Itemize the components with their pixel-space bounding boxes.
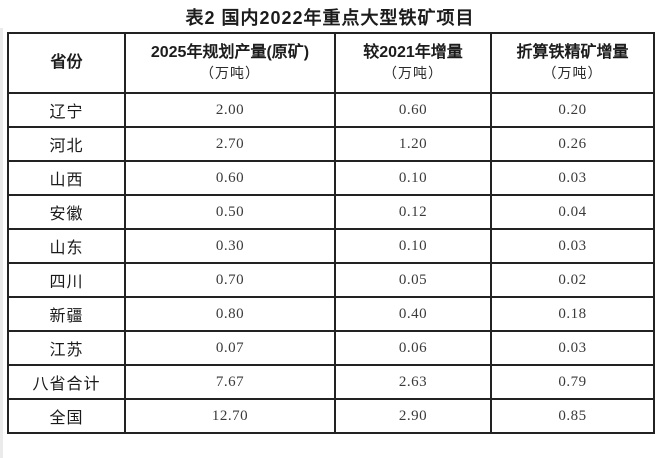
- table-body: 辽宁 2.00 0.60 0.20 河北 2.70 1.20 0.26 山西 0…: [7, 92, 655, 434]
- table-row: 安徽 0.50 0.12 0.04: [7, 194, 655, 230]
- col-header-label: 2025年规划产量(原矿): [150, 43, 310, 61]
- cell-concentrate: 0.03: [490, 228, 655, 264]
- col-header-unit: （万吨）: [542, 66, 603, 82]
- cell-concentrate: 0.04: [490, 194, 655, 230]
- table-row: 新疆 0.80 0.40 0.18: [7, 296, 655, 332]
- cell-increase: 0.40: [334, 296, 492, 332]
- col-header-unit: （万吨）: [383, 66, 443, 82]
- table-row-total-eight-provinces: 八省合计 7.67 2.63 0.79: [7, 364, 655, 400]
- table-row: 辽宁 2.00 0.60 0.20: [7, 92, 655, 128]
- table-header: 省份 2025年规划产量(原矿) （万吨） 较2021年增量 （万吨） 折算铁精…: [7, 32, 655, 94]
- col-header-label: 省份: [50, 54, 83, 71]
- cell-province: 辽宁: [7, 92, 126, 128]
- cell-planned-output: 0.07: [124, 330, 336, 366]
- cell-increase: 2.63: [334, 364, 492, 400]
- cell-province: 八省合计: [7, 364, 126, 400]
- cell-planned-output: 0.30: [124, 228, 336, 264]
- table-row: 江苏 0.07 0.06 0.03: [7, 330, 655, 366]
- cell-concentrate: 0.03: [490, 160, 655, 196]
- cell-planned-output: 7.67: [124, 364, 336, 400]
- cell-increase: 0.05: [334, 262, 492, 298]
- scan-edge-artifact: [0, 28, 3, 458]
- table-row: 山西 0.60 0.10 0.03: [7, 160, 655, 196]
- cell-increase: 0.60: [334, 92, 492, 128]
- col-header-label: 折算铁精矿增量: [516, 43, 629, 61]
- table-row: 四川 0.70 0.05 0.02: [7, 262, 655, 298]
- col-header-unit: （万吨）: [200, 66, 260, 82]
- cell-concentrate: 0.79: [490, 364, 655, 400]
- col-header-concentrate-increase: 折算铁精矿增量 （万吨）: [490, 32, 655, 94]
- cell-planned-output: 2.00: [124, 92, 336, 128]
- cell-increase: 0.12: [334, 194, 492, 230]
- cell-province: 山东: [7, 228, 126, 264]
- cell-province: 四川: [7, 262, 126, 298]
- cell-province: 山西: [7, 160, 126, 196]
- cell-planned-output: 2.70: [124, 126, 336, 162]
- header-row: 省份 2025年规划产量(原矿) （万吨） 较2021年增量 （万吨） 折算铁精…: [7, 32, 655, 94]
- cell-province: 全国: [7, 398, 126, 434]
- cell-province: 新疆: [7, 296, 126, 332]
- table-row: 山东 0.30 0.10 0.03: [7, 228, 655, 264]
- cell-province: 江苏: [7, 330, 126, 366]
- cell-concentrate: 0.20: [490, 92, 655, 128]
- cell-concentrate: 0.85: [490, 398, 655, 434]
- cell-increase: 0.06: [334, 330, 492, 366]
- col-header-increase-vs-2021: 较2021年增量 （万吨）: [334, 32, 492, 94]
- iron-ore-projects-table: 省份 2025年规划产量(原矿) （万吨） 较2021年增量 （万吨） 折算铁精…: [7, 32, 655, 434]
- cell-increase: 2.90: [334, 398, 492, 434]
- cell-province: 安徽: [7, 194, 126, 230]
- cell-planned-output: 12.70: [124, 398, 336, 434]
- cell-concentrate: 0.02: [490, 262, 655, 298]
- cell-increase: 1.20: [334, 126, 492, 162]
- table-title: 表2 国内2022年重点大型铁矿项目: [185, 8, 475, 28]
- table-row: 河北 2.70 1.20 0.26: [7, 126, 655, 162]
- cell-planned-output: 0.50: [124, 194, 336, 230]
- col-header-province: 省份: [7, 32, 126, 94]
- cell-concentrate: 0.03: [490, 330, 655, 366]
- col-header-planned-output: 2025年规划产量(原矿) （万吨）: [124, 32, 336, 94]
- cell-planned-output: 0.60: [124, 160, 336, 196]
- cell-province: 河北: [7, 126, 126, 162]
- cell-planned-output: 0.80: [124, 296, 336, 332]
- cell-increase: 0.10: [334, 228, 492, 264]
- cell-concentrate: 0.26: [490, 126, 655, 162]
- cell-planned-output: 0.70: [124, 262, 336, 298]
- cell-concentrate: 0.18: [490, 296, 655, 332]
- col-header-label: 较2021年增量: [363, 43, 463, 61]
- cell-increase: 0.10: [334, 160, 492, 196]
- table-row-total-national: 全国 12.70 2.90 0.85: [7, 398, 655, 434]
